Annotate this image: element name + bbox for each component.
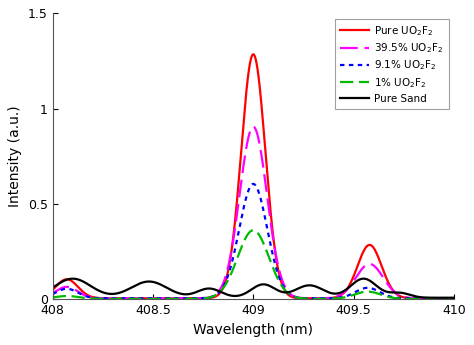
39.5% UO$_2$F$_2$ <box>240 164 246 168</box>
9.1% UO$_2$F$_2$ <box>439 296 445 300</box>
Y-axis label: Intensity (a.u.): Intensity (a.u.) <box>9 106 22 207</box>
39.5% UO$_2$F$_2$ <box>419 296 425 300</box>
Line: Pure UO$_2$F$_2$: Pure UO$_2$F$_2$ <box>53 54 454 298</box>
Line: 39.5% UO$_2$F$_2$: 39.5% UO$_2$F$_2$ <box>53 127 454 298</box>
39.5% UO$_2$F$_2$ <box>219 285 224 289</box>
Pure UO$_2$F$_2$ <box>419 296 425 300</box>
Pure Sand <box>240 292 246 296</box>
1% UO$_2$F$_2$ <box>250 228 256 232</box>
9.1% UO$_2$F$_2$ <box>219 288 224 292</box>
1% UO$_2$F$_2$ <box>50 295 55 299</box>
Line: 9.1% UO$_2$F$_2$: 9.1% UO$_2$F$_2$ <box>53 184 454 298</box>
9.1% UO$_2$F$_2$ <box>250 182 256 186</box>
Line: Pure Sand: Pure Sand <box>53 279 454 298</box>
39.5% UO$_2$F$_2$ <box>439 296 445 300</box>
39.5% UO$_2$F$_2$ <box>341 290 347 294</box>
9.1% UO$_2$F$_2$ <box>222 282 228 286</box>
Pure UO$_2$F$_2$ <box>451 296 456 300</box>
Pure UO$_2$F$_2$ <box>222 282 228 286</box>
Pure UO$_2$F$_2$ <box>341 290 347 295</box>
Pure UO$_2$F$_2$ <box>250 52 256 56</box>
Pure Sand <box>419 295 424 299</box>
Pure Sand <box>361 277 366 281</box>
39.5% UO$_2$F$_2$ <box>451 296 456 300</box>
Pure Sand <box>341 289 347 293</box>
9.1% UO$_2$F$_2$ <box>419 296 425 300</box>
1% UO$_2$F$_2$ <box>221 284 227 288</box>
1% UO$_2$F$_2$ <box>240 241 246 245</box>
39.5% UO$_2$F$_2$ <box>222 278 228 282</box>
9.1% UO$_2$F$_2$ <box>144 296 150 300</box>
9.1% UO$_2$F$_2$ <box>451 296 456 300</box>
39.5% UO$_2$F$_2$ <box>50 291 55 295</box>
Pure UO$_2$F$_2$ <box>219 289 224 293</box>
Pure UO$_2$F$_2$ <box>240 122 246 126</box>
1% UO$_2$F$_2$ <box>439 297 445 301</box>
1% UO$_2$F$_2$ <box>219 288 224 293</box>
Pure Sand <box>50 285 55 289</box>
39.5% UO$_2$F$_2$ <box>145 296 151 300</box>
Legend: Pure UO$_2$F$_2$, 39.5% UO$_2$F$_2$, 9.1% UO$_2$F$_2$, 1% UO$_2$F$_2$, Pure Sand: Pure UO$_2$F$_2$, 39.5% UO$_2$F$_2$, 9.1… <box>335 19 448 109</box>
1% UO$_2$F$_2$ <box>451 297 456 301</box>
Pure UO$_2$F$_2$ <box>151 296 157 300</box>
Pure UO$_2$F$_2$ <box>439 296 445 300</box>
9.1% UO$_2$F$_2$ <box>50 292 55 296</box>
Pure Sand <box>219 290 224 294</box>
Pure Sand <box>221 292 227 296</box>
Line: 1% UO$_2$F$_2$: 1% UO$_2$F$_2$ <box>53 230 454 299</box>
Pure UO$_2$F$_2$ <box>50 288 55 292</box>
9.1% UO$_2$F$_2$ <box>240 207 246 211</box>
1% UO$_2$F$_2$ <box>341 295 347 299</box>
1% UO$_2$F$_2$ <box>419 297 424 301</box>
39.5% UO$_2$F$_2$ <box>250 125 256 129</box>
Pure Sand <box>451 296 456 300</box>
Pure Sand <box>439 296 445 300</box>
X-axis label: Wavelength (nm): Wavelength (nm) <box>193 323 313 337</box>
9.1% UO$_2$F$_2$ <box>341 295 347 299</box>
